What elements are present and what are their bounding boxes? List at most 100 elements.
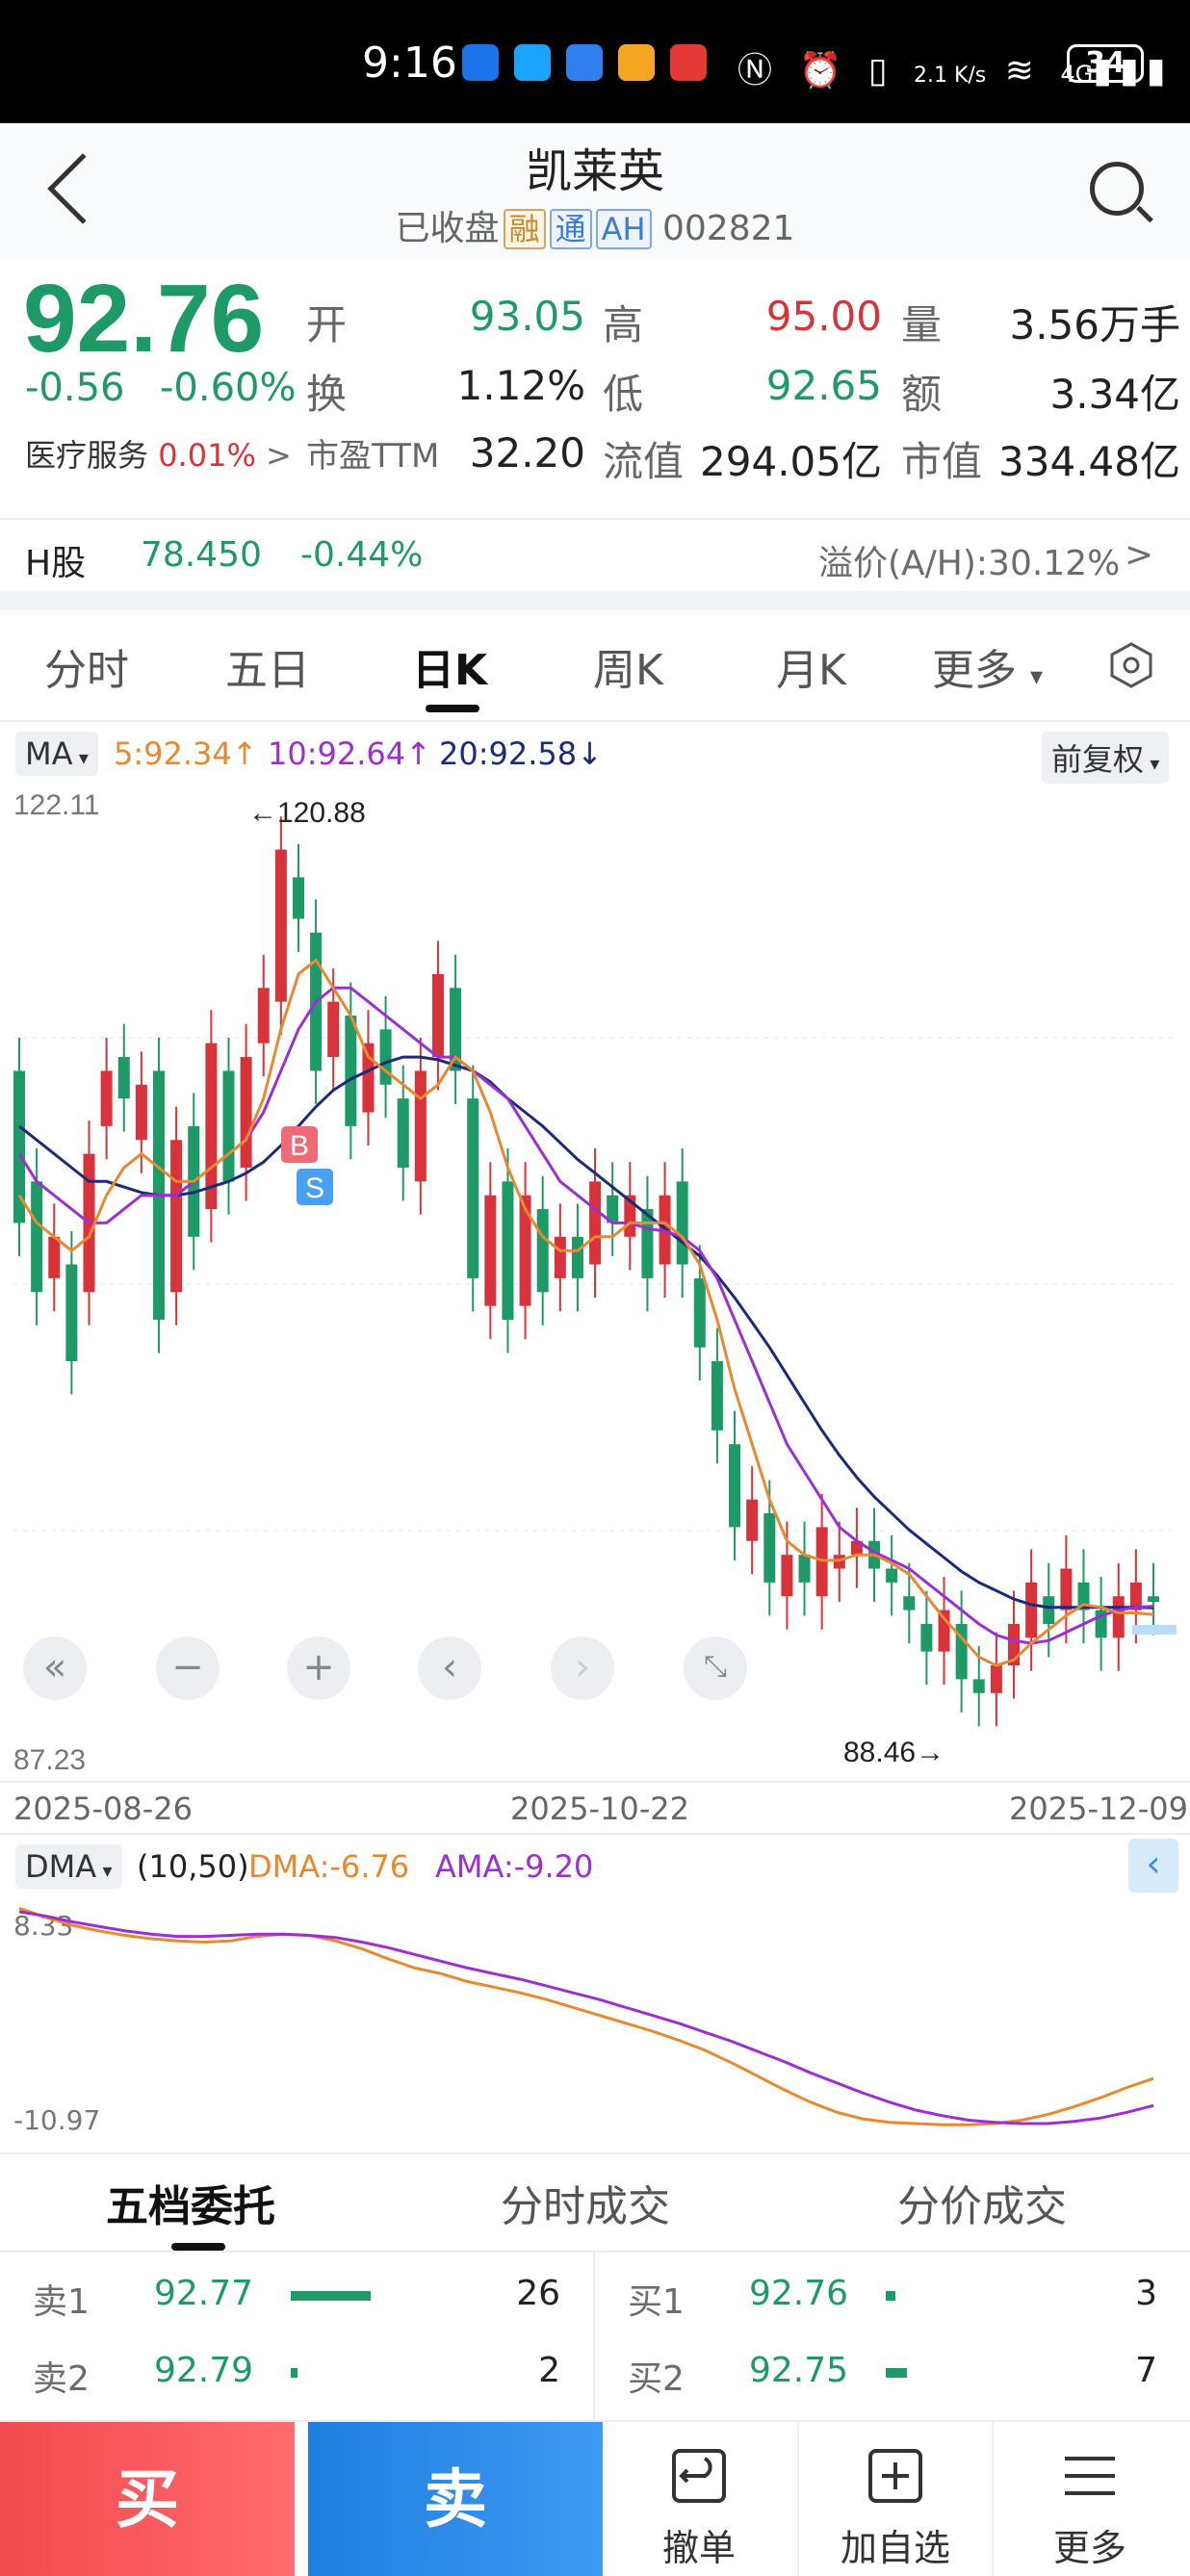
candle-body [222, 1070, 235, 1182]
price-change: -0.56 [25, 366, 125, 410]
candle-body [170, 1140, 183, 1293]
tab-intraday[interactable]: 分时 [44, 646, 129, 695]
candle-body [467, 1098, 479, 1278]
tag-ah[interactable]: AH [595, 209, 652, 249]
system-icons: Ⓝ ⏰ ▯ 2.1 K/s ≋ 4G▮▮▮ [737, 51, 1174, 90]
candle-body [955, 1623, 968, 1680]
candle-body [746, 1499, 759, 1541]
svg-text:B: B [290, 1130, 309, 1162]
volume-bar [291, 2368, 298, 2378]
pan-right-icon[interactable]: › [551, 1636, 614, 1700]
tab-daily-k[interactable]: 日K [412, 646, 488, 695]
y-axis-bottom-label: 87.23 [13, 1744, 86, 1776]
sell-button[interactable]: 卖 [308, 2422, 603, 2576]
ma10-value: 10:92.64↑ [268, 735, 431, 772]
dma-legend: DMA ▾ (10,50) DMA:-6.76 AMA:-9.20 ‹ [0, 1835, 1190, 1902]
rewind-icon[interactable]: « [23, 1636, 87, 1700]
turnover-label: 换 [306, 371, 348, 418]
volume-bar [886, 2291, 895, 2301]
mkt-cap-label: 市值 [901, 438, 983, 485]
more-button[interactable]: 更多 [992, 2422, 1184, 2576]
candle-body [1043, 1596, 1055, 1624]
candle-body [1112, 1596, 1125, 1638]
fullscreen-icon[interactable]: ⤡ [684, 1636, 747, 1700]
add-watchlist-button[interactable]: 加自选 [797, 2422, 990, 2576]
trade-tabs: 五档委托 分时成交 分价成交 [0, 2152, 1190, 2251]
battery-icon: 34 [1067, 44, 1144, 83]
volume-bar [886, 2368, 907, 2378]
h-share-price: 78.450 [141, 535, 262, 575]
tab-order-book[interactable]: 五档委托 [106, 2182, 275, 2231]
svg-text:S: S [305, 1172, 324, 1204]
ma20-line [18, 1055, 1154, 1610]
indicator-selector[interactable]: MA ▾ [15, 732, 98, 776]
period-tabs: 分时 五日 日K 周K 月K 更多 ▾ [0, 610, 1190, 716]
bid-row: 买1 92.76 3 [628, 2274, 1157, 2322]
ama-value: AMA:-9.20 [435, 1848, 594, 1885]
tag-margin: 融 [503, 209, 546, 249]
h-share-row[interactable]: H股 78.450 -0.44% 溢价(A/H):30.12% > [0, 518, 1190, 591]
status-time: 9:16 [362, 39, 457, 88]
app-notification-icon [618, 44, 655, 81]
dma-y-bottom: -10.97 [13, 2104, 100, 2136]
ama-line [18, 1910, 1154, 2125]
min-price-annotation: 88.46→ [843, 1737, 944, 1768]
app-notification-icon [566, 44, 603, 81]
header: 凯莱英 已收盘融通 AH 002821 [0, 123, 1190, 258]
candle-body [1077, 1582, 1090, 1610]
pan-left-icon[interactable]: ‹ [418, 1636, 481, 1700]
market-status: 已收盘 [395, 209, 500, 248]
open-label: 开 [306, 301, 348, 348]
turnover-value: 1.12% [456, 362, 585, 409]
sector-link[interactable]: 医疗服务 0.01% > [25, 437, 292, 474]
order-book: 卖1 92.77 26 卖2 92.79 2 买1 92.76 3 买2 92.… [0, 2251, 1190, 2422]
sell-marker[interactable]: S [297, 1169, 333, 1205]
ma5-line [17, 958, 1154, 1667]
x-axis: 2025-08-26 2025-10-22 2025-12-09 [0, 1781, 1190, 1835]
tab-more[interactable]: 更多 ▾ [932, 646, 1044, 695]
tab-five-day[interactable]: 五日 [225, 646, 310, 695]
volume-bar [291, 2291, 371, 2301]
candle-body [257, 988, 270, 1043]
tag-connect: 通 [549, 209, 592, 249]
tab-weekly-k[interactable]: 周K [593, 646, 663, 695]
settings-icon[interactable] [1107, 641, 1155, 689]
candle-body [345, 1015, 357, 1126]
cancel-order-button[interactable]: 撤单 [603, 2422, 795, 2576]
dma-chart[interactable]: 8.33 -10.97 [0, 1902, 1190, 2137]
zoom-out-icon[interactable]: − [156, 1636, 220, 1700]
candle-body [13, 1070, 25, 1224]
candle-body [502, 1181, 514, 1320]
tab-monthly-k[interactable]: 月K [776, 646, 846, 695]
candle-body [240, 1057, 252, 1168]
buy-marker[interactable]: B [281, 1126, 318, 1163]
kline-chart[interactable]: 122.11 87.23 ←120.88 88.46→ B S [0, 784, 1190, 1781]
ask-row: 卖2 92.79 2 [33, 2351, 560, 2399]
buy-button[interactable]: 买 [0, 2422, 295, 2576]
stock-title: 凯莱英 [525, 144, 664, 198]
tab-price-volume[interactable]: 分价成交 [897, 2182, 1067, 2231]
divider [593, 2253, 595, 2422]
candles [13, 816, 1159, 1727]
candle-body [450, 988, 462, 1071]
ma5-value: 5:92.34↑ [114, 735, 258, 772]
candle-body [397, 1098, 409, 1168]
search-icon[interactable] [1090, 162, 1144, 216]
candle-body [589, 1181, 602, 1265]
divider [0, 591, 1190, 610]
candle-body [1060, 1568, 1073, 1610]
adjust-selector[interactable]: 前复权 ▾ [1042, 732, 1170, 784]
max-price-annotation: ←120.88 [248, 797, 366, 829]
tab-trades[interactable]: 分时成交 [501, 2182, 670, 2231]
zoom-in-icon[interactable]: + [287, 1636, 350, 1700]
candle-body [205, 1043, 218, 1210]
active-tab-indicator [426, 705, 479, 712]
open-value: 93.05 [469, 293, 585, 340]
candle-body [972, 1679, 985, 1693]
candle-body [554, 1236, 566, 1278]
y-axis-top-label: 122.11 [13, 789, 100, 821]
candle-body [274, 849, 287, 1002]
h-share-label: H股 [25, 544, 87, 583]
dma-selector[interactable]: DMA ▾ [15, 1844, 122, 1889]
collapse-panel-icon[interactable]: ‹ [1128, 1839, 1178, 1893]
